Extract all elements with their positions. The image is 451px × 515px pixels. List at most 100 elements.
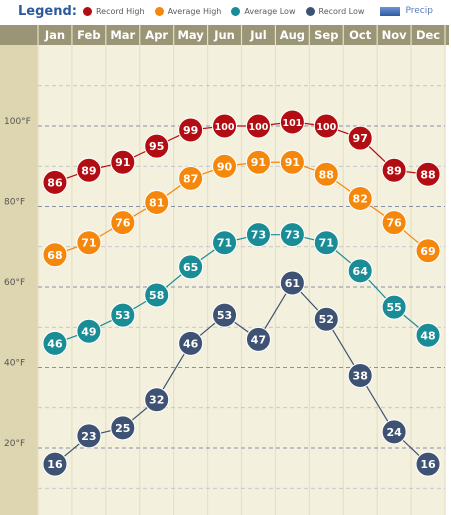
average-low-point-aug	[279, 222, 305, 248]
legend-item-average-low: Average Low	[231, 6, 296, 16]
average-high-label-apr: 81	[149, 196, 164, 209]
average-high-point-jul	[245, 149, 271, 175]
average-low-label-sep: 71	[319, 237, 334, 250]
precip-swatch-icon	[380, 6, 401, 16]
average-low-dot-icon	[231, 6, 241, 16]
legend-label-record-high: Record High	[95, 6, 145, 16]
y-tick-label-20: 20°F	[4, 439, 25, 449]
average-low-point-nov	[381, 294, 407, 320]
record-high-label-feb: 89	[81, 164, 96, 177]
legend-item-record-low: Record Low	[305, 6, 365, 16]
month-label-may: May	[177, 28, 204, 42]
month-label-aug: Aug	[280, 28, 305, 42]
average-low-point-oct	[347, 258, 373, 284]
record-low-point-may	[178, 330, 204, 356]
record-low-point-jun	[212, 302, 238, 328]
record-high-label-jun: 100	[215, 122, 235, 133]
record-low-point-sep	[313, 306, 339, 332]
average-low-label-feb: 49	[81, 325, 96, 338]
y-tick-label-60: 60°F	[4, 278, 25, 288]
record-high-point-apr	[144, 133, 170, 159]
record-low-label-jul: 47	[251, 333, 266, 346]
average-high-label-may: 87	[183, 172, 198, 185]
average-high-point-nov	[381, 210, 407, 236]
legend-item-precip: Precip	[380, 6, 433, 16]
month-label-apr: Apr	[145, 28, 168, 42]
average-high-point-may	[178, 165, 204, 191]
average-high-label-jul: 91	[251, 156, 266, 169]
record-high-point-feb	[76, 157, 102, 183]
y-tick-label-40: 40°F	[4, 359, 25, 369]
record-low-point-jan	[42, 451, 68, 477]
month-label-jul: Jul	[249, 28, 266, 42]
average-low-point-may	[178, 254, 204, 280]
record-high-point-mar	[110, 149, 136, 175]
average-high-point-apr	[144, 189, 170, 215]
month-label-jun: Jun	[213, 28, 235, 42]
record-high-point-dec	[415, 161, 441, 187]
record-high-point-jan	[42, 169, 68, 195]
record-high-point-oct	[347, 125, 373, 151]
record-low-label-may: 46	[183, 337, 199, 350]
average-high-label-jan: 68	[47, 249, 62, 262]
average-high-label-oct: 82	[353, 192, 368, 205]
record-low-point-mar	[110, 415, 136, 441]
average-low-label-oct: 64	[353, 265, 369, 278]
record-high-label-aug: 101	[282, 118, 302, 129]
legend-item-average-high: Average High	[154, 6, 221, 16]
record-low-label-sep: 52	[319, 313, 334, 326]
y-tick-label-100: 100°F	[4, 117, 31, 127]
average-high-point-dec	[415, 238, 441, 264]
record-high-label-oct: 97	[353, 132, 368, 145]
average-low-point-sep	[313, 230, 339, 256]
record-high-point-may	[178, 117, 204, 143]
record-high-label-jan: 86	[47, 176, 63, 189]
average-high-label-sep: 88	[319, 168, 334, 181]
average-high-label-jun: 90	[217, 160, 233, 173]
month-label-oct: Oct	[349, 28, 372, 42]
record-low-point-apr	[144, 387, 170, 413]
average-low-point-jul	[245, 222, 271, 248]
record-high-dot-icon	[82, 6, 92, 16]
record-high-label-nov: 89	[386, 164, 401, 177]
legend-label-record-low: Record Low	[318, 6, 365, 16]
month-label-feb: Feb	[77, 28, 100, 42]
average-high-point-sep	[313, 161, 339, 187]
record-low-label-jan: 16	[47, 458, 63, 471]
record-low-label-aug: 61	[285, 277, 300, 290]
legend-label-precip: Precip	[405, 6, 433, 16]
average-low-point-dec	[415, 322, 441, 348]
record-high-label-apr: 95	[149, 140, 164, 153]
average-high-point-mar	[110, 210, 136, 236]
average-high-point-aug	[279, 149, 305, 175]
average-low-label-jan: 46	[47, 337, 63, 350]
record-low-point-aug	[279, 270, 305, 296]
record-high-label-dec: 88	[420, 168, 435, 181]
average-high-point-oct	[347, 185, 373, 211]
average-low-point-apr	[144, 282, 170, 308]
average-low-label-nov: 55	[386, 301, 401, 314]
average-high-label-dec: 69	[420, 245, 435, 258]
record-low-point-feb	[76, 423, 102, 449]
record-low-point-dec	[415, 451, 441, 477]
record-low-dot-icon	[305, 6, 315, 16]
average-high-label-nov: 76	[386, 217, 402, 230]
y-axis-panel	[0, 45, 38, 515]
record-low-point-oct	[347, 363, 373, 389]
month-label-mar: Mar	[110, 28, 135, 42]
average-low-label-apr: 58	[149, 289, 164, 302]
average-low-label-dec: 48	[420, 329, 435, 342]
average-low-label-jun: 71	[217, 237, 232, 250]
average-high-point-feb	[76, 230, 102, 256]
month-label-dec: Dec	[416, 28, 440, 42]
record-high-point-sep	[313, 113, 339, 139]
y-tick-label-80: 80°F	[4, 198, 25, 208]
average-low-point-jan	[42, 330, 68, 356]
average-low-point-mar	[110, 302, 136, 328]
record-high-point-aug	[279, 109, 305, 135]
record-low-label-feb: 23	[81, 430, 96, 443]
legend-title: Legend:	[18, 3, 77, 19]
average-high-dot-icon	[154, 6, 164, 16]
record-low-point-jul	[245, 326, 271, 352]
